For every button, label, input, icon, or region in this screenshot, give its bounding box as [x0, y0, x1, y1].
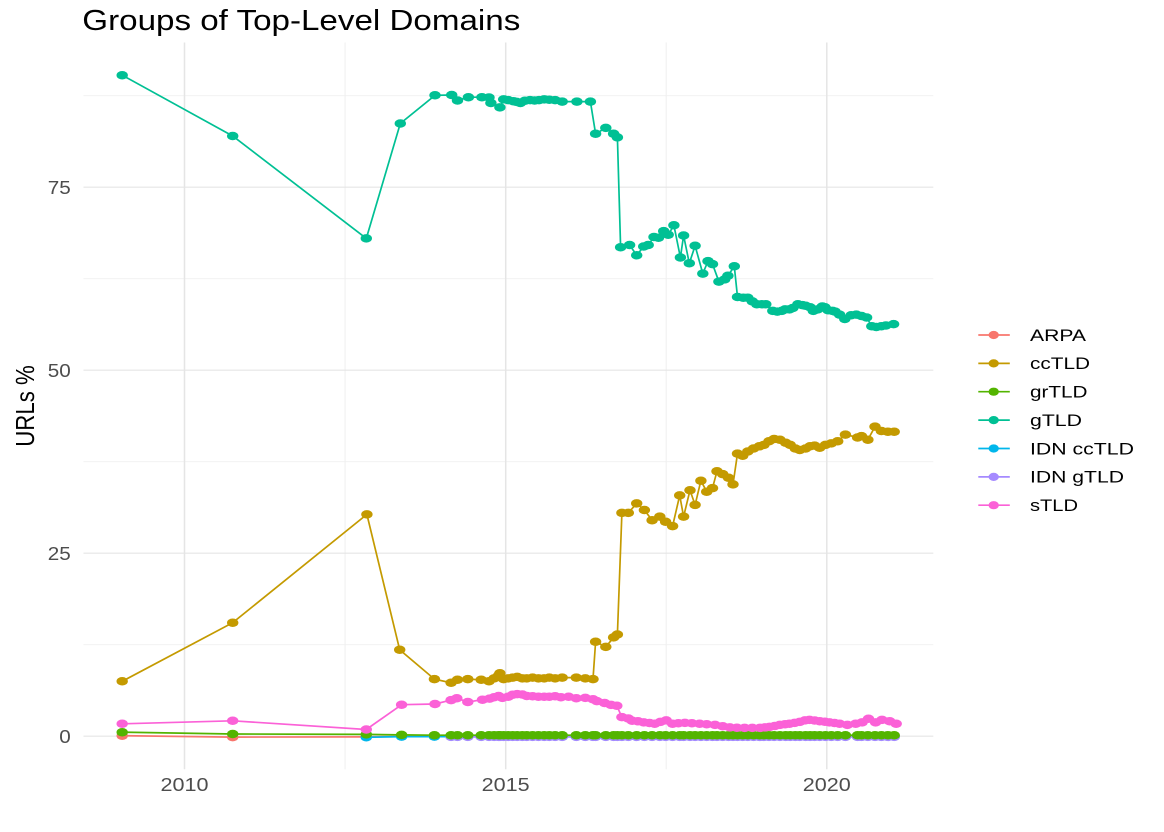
svg-text:25: 25	[48, 544, 71, 564]
svg-text:IDN gTLD: IDN gTLD	[1030, 469, 1124, 487]
svg-text:50: 50	[48, 361, 71, 381]
svg-text:sTLD: sTLD	[1030, 497, 1078, 515]
svg-text:Groups of Top-Level Domains: Groups of Top-Level Domains	[82, 5, 520, 37]
svg-text:75: 75	[48, 178, 71, 198]
svg-text:grTLD: grTLD	[1030, 384, 1088, 402]
svg-text:URLs %: URLs %	[11, 365, 41, 447]
svg-text:0: 0	[59, 727, 71, 747]
svg-text:2015: 2015	[482, 775, 530, 795]
svg-text:IDN ccTLD: IDN ccTLD	[1030, 440, 1134, 458]
svg-text:2010: 2010	[161, 775, 209, 795]
svg-text:ARPA: ARPA	[1030, 327, 1086, 345]
svg-text:ccTLD: ccTLD	[1030, 355, 1090, 373]
svg-text:gTLD: gTLD	[1030, 412, 1082, 430]
svg-text:2020: 2020	[803, 775, 851, 795]
